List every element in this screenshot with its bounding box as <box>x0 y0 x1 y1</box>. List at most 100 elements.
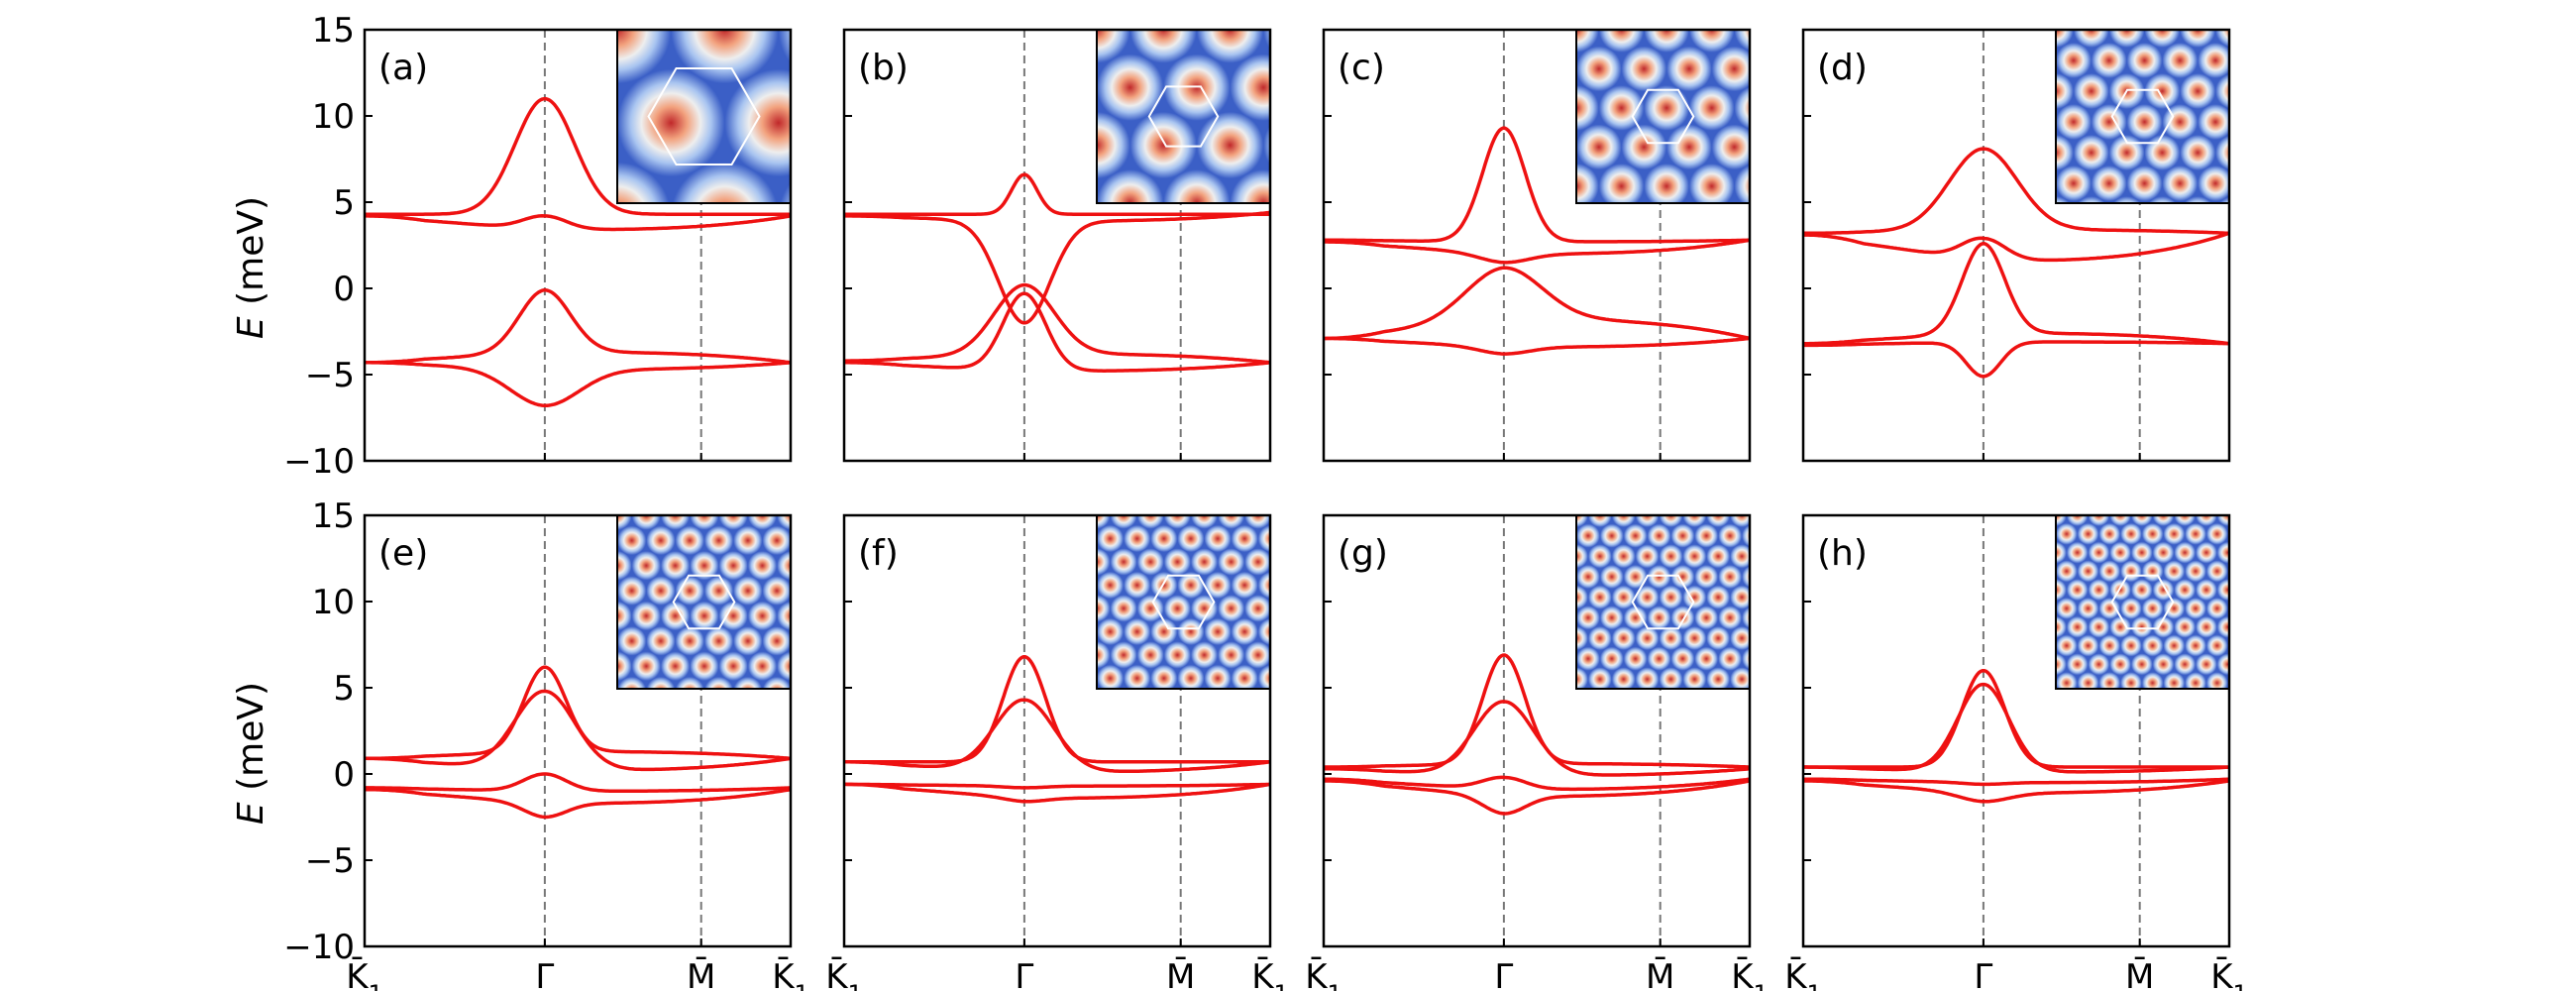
y-tick-label: −10 <box>283 442 355 482</box>
inset-hexagon <box>672 574 736 630</box>
panel-a: −10 −5 0 5 10 15 (a) <box>283 11 793 482</box>
band-line-2 <box>1803 682 2229 774</box>
panel-d: (d) <box>1801 28 2231 463</box>
x-tick-label: K̄1 <box>1251 956 1289 991</box>
y-tick-label: 15 <box>312 11 355 51</box>
band-line-2 <box>365 689 791 772</box>
x-tick-label: K̄1 <box>346 956 383 991</box>
axes-frame <box>1801 513 2231 948</box>
x-tick-label: M̄ <box>687 956 715 991</box>
inset-image <box>617 515 791 689</box>
inset-image <box>1097 30 1270 203</box>
band-line-4 <box>365 787 791 820</box>
inset-hexagon <box>1147 85 1220 148</box>
band-line-3 <box>1803 777 2229 787</box>
band-line-1 <box>1803 147 2229 236</box>
inset-density-map <box>1575 514 1751 690</box>
axes-frame <box>1322 28 1752 463</box>
panel-g: K̄1ΓM̄K̄1(g) <box>1305 513 1769 991</box>
x-tick-label: Γ <box>1494 957 1513 991</box>
x-tick-label: Γ <box>535 957 554 991</box>
axes-frame <box>363 28 793 463</box>
band-line-4 <box>1324 779 1750 816</box>
panel-label: (e) <box>378 533 428 574</box>
inset-image <box>617 30 791 203</box>
x-tick-symbol: K̄ <box>2210 956 2234 991</box>
x-tick-symbol: M̄ <box>1646 956 1674 991</box>
panel-label: (d) <box>1817 48 1868 88</box>
axes-frame <box>842 513 1272 948</box>
x-tick-symbol: Γ <box>535 957 554 991</box>
x-tick-label: K̄1 <box>825 956 863 991</box>
band-line-3 <box>1803 242 2229 346</box>
x-tick-symbol: K̄ <box>1731 956 1755 991</box>
y-tick-label: 15 <box>312 496 355 536</box>
x-tick-label: Γ <box>1974 957 1992 991</box>
band-line-2 <box>1324 700 1750 777</box>
x-tick-label: K̄1 <box>1784 956 1822 991</box>
panel-label: (f) <box>858 533 899 574</box>
band-line-2 <box>844 210 1270 325</box>
x-tick-subscript: 1 <box>2233 980 2248 991</box>
x-tick-symbol: K̄ <box>346 956 370 991</box>
panel-b: (b) <box>842 28 1272 463</box>
panel-f: K̄1ΓM̄K̄1(f) <box>825 513 1289 991</box>
x-tick-subscript: 1 <box>795 980 809 991</box>
y-tick-label: 5 <box>333 669 355 709</box>
y-axis-title-top: E (meV) <box>231 196 271 339</box>
axes-frame <box>363 513 793 948</box>
inset-density-map <box>1096 29 1271 204</box>
band-line-1 <box>365 96 791 216</box>
x-tick-subscript: 1 <box>1328 980 1342 991</box>
x-tick-label: K̄1 <box>1731 956 1769 991</box>
band-line-1 <box>1324 653 1750 769</box>
band-line-4 <box>844 782 1270 804</box>
x-tick-symbol: M̄ <box>2125 956 2154 991</box>
panels-group: −10−5051015(a)(b)(c)(d)−10−5051015K̄1ΓM̄… <box>283 11 2248 991</box>
inset-hexagon <box>647 67 761 165</box>
y-tick-label: −5 <box>305 841 355 881</box>
x-tick-label: M̄ <box>1646 956 1674 991</box>
x-tick-symbol: K̄ <box>1784 956 1808 991</box>
bands <box>844 172 1270 373</box>
band-line-3 <box>844 282 1270 365</box>
y-axis-title-symbol: E <box>231 802 271 825</box>
x-tick-subscript: 1 <box>1274 980 1289 991</box>
inset-image <box>1576 30 1750 203</box>
y-tick-label: 10 <box>312 97 355 137</box>
y-axis-title-unit: (meV) <box>231 682 271 802</box>
band-line-3 <box>1324 775 1750 792</box>
inset-density-map <box>2055 514 2230 690</box>
x-tick-symbol: K̄ <box>772 956 796 991</box>
x-tick-symbol: Γ <box>1494 957 1513 991</box>
inset-density-map <box>616 29 792 204</box>
bands <box>1324 126 1750 356</box>
x-tick-subscript: 1 <box>848 980 863 991</box>
band-line-1 <box>1324 126 1750 244</box>
band-line-1 <box>844 172 1270 216</box>
y-tick-label: 5 <box>333 183 355 223</box>
axes-frame <box>1801 28 2231 463</box>
x-tick-symbol: K̄ <box>1305 956 1329 991</box>
inset-hexagon <box>1631 574 1695 630</box>
panel-label: (h) <box>1817 533 1868 574</box>
band-line-3 <box>365 288 791 365</box>
panel-label: (b) <box>858 48 909 88</box>
inset-hexagon <box>2110 574 2175 630</box>
band-line-4 <box>1324 336 1750 356</box>
y-tick-label: 0 <box>333 270 355 309</box>
x-tick-label: K̄1 <box>2210 956 2248 991</box>
band-line-3 <box>365 772 791 794</box>
band-line-3 <box>1324 266 1750 341</box>
inset-image <box>2056 515 2229 689</box>
band-line-4 <box>1803 340 2229 379</box>
band-line-2 <box>1324 238 1750 265</box>
bands <box>1803 668 2229 804</box>
y-tick-label: −10 <box>283 928 355 967</box>
y-tick-label: 0 <box>333 755 355 795</box>
inset-density-map <box>616 514 792 690</box>
panel-label: (a) <box>378 48 428 88</box>
band-line-1 <box>1803 668 2229 769</box>
bands <box>1803 147 2229 379</box>
